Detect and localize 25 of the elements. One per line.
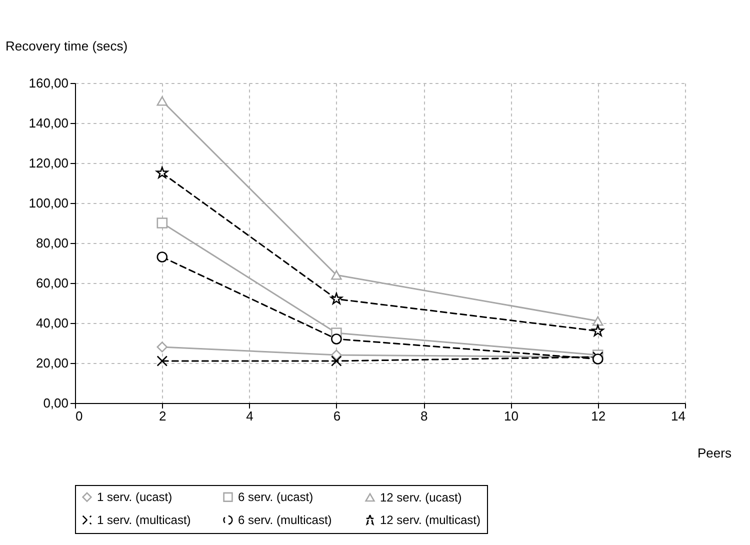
x-axis-title: Peers [698,446,732,460]
y-tick-label: 140,00 [28,116,68,130]
x-tick-label: 2 [159,408,166,424]
legend-label: 12 serv. (ucast) [380,490,462,504]
x-tick-label: 6 [333,408,341,424]
legend-label: 12 serv. (multicast) [380,513,480,527]
legend-label: 6 serv. (multicast) [238,513,332,527]
y-tick-label: 0,00 [43,396,68,410]
legend-label: 1 serv. (ucast) [97,490,172,504]
y-axis-title: Recovery time (secs) [6,38,128,54]
y-tick-label: 120,00 [28,156,68,170]
legend-label: 6 serv. (ucast) [238,490,314,504]
y-tick-label: 80,00 [36,236,68,250]
y-tick-label: 100,00 [28,196,68,210]
x-tick-label: 8 [420,408,428,424]
x-tick-label: 0 [76,408,83,424]
x-tick-label: 4 [246,408,254,424]
x-tick-label: 12 [591,408,606,424]
legend-label: 1 serv. (multicast) [97,513,191,527]
x-tick-label: 14 [671,408,686,424]
y-tick-label: 20,00 [36,356,68,370]
y-tick-label: 160,00 [28,76,68,90]
x-tick-label: 10 [504,408,518,424]
y-tick-label: 60,00 [36,276,68,290]
y-tick-label: 40,00 [36,316,68,330]
